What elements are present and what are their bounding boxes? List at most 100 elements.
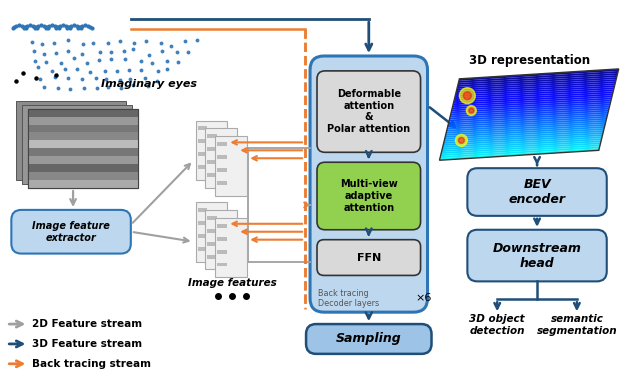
FancyBboxPatch shape [205, 128, 237, 188]
Text: Multi-view
adaptive
attention: Multi-view adaptive attention [340, 179, 397, 213]
Polygon shape [444, 128, 604, 140]
Polygon shape [451, 101, 611, 113]
Polygon shape [458, 73, 618, 85]
Polygon shape [456, 79, 616, 91]
Bar [207, 229, 218, 233]
Polygon shape [449, 112, 608, 124]
Text: Image feature
extractor: Image feature extractor [32, 221, 110, 243]
Bar [198, 234, 207, 238]
Polygon shape [443, 134, 603, 146]
FancyBboxPatch shape [317, 240, 420, 275]
Bar [198, 246, 207, 251]
Polygon shape [456, 83, 615, 95]
Bar [198, 152, 207, 156]
FancyBboxPatch shape [306, 324, 431, 354]
Bar [17, 101, 126, 180]
Text: Sampling: Sampling [336, 332, 402, 346]
Circle shape [469, 108, 474, 113]
Polygon shape [448, 113, 608, 126]
Bar [218, 142, 227, 146]
Text: 3D representation: 3D representation [468, 55, 589, 67]
Polygon shape [449, 108, 609, 120]
Polygon shape [442, 140, 601, 152]
Polygon shape [440, 144, 600, 156]
Bar [28, 109, 138, 188]
Polygon shape [441, 142, 601, 154]
Text: 2D Feature stream: 2D Feature stream [32, 319, 142, 329]
Polygon shape [452, 96, 612, 107]
Text: BEV
encoder: BEV encoder [509, 178, 566, 206]
FancyBboxPatch shape [216, 136, 247, 196]
Circle shape [467, 106, 476, 115]
Polygon shape [447, 120, 606, 132]
Polygon shape [444, 132, 604, 144]
Bar [28, 133, 138, 140]
Bar [28, 117, 138, 124]
Bar [198, 126, 207, 131]
Circle shape [460, 88, 476, 104]
Polygon shape [444, 130, 604, 142]
Bar [218, 181, 227, 185]
Text: FFN: FFN [356, 253, 381, 262]
Bar [207, 242, 218, 246]
Bar [198, 165, 207, 169]
Bar [28, 164, 138, 172]
FancyBboxPatch shape [216, 218, 247, 277]
Polygon shape [447, 118, 607, 130]
FancyBboxPatch shape [196, 202, 227, 262]
Text: Downstream
head: Downstream head [493, 241, 582, 269]
FancyBboxPatch shape [205, 210, 237, 269]
Bar [218, 168, 227, 172]
Circle shape [463, 92, 471, 100]
Polygon shape [458, 75, 617, 87]
Polygon shape [447, 116, 607, 128]
Bar [22, 105, 132, 184]
FancyBboxPatch shape [467, 168, 607, 216]
Text: 3D object
detection: 3D object detection [469, 314, 525, 336]
Bar [28, 140, 138, 148]
FancyBboxPatch shape [310, 56, 428, 312]
Bar [207, 216, 218, 220]
Bar [198, 221, 207, 225]
Bar [28, 148, 138, 156]
Polygon shape [440, 146, 600, 158]
Polygon shape [446, 122, 605, 134]
Polygon shape [442, 138, 602, 150]
Polygon shape [445, 124, 605, 136]
Bar [207, 160, 218, 164]
Text: ×6: ×6 [415, 293, 432, 303]
Polygon shape [457, 77, 617, 89]
Bar [28, 172, 138, 180]
Text: semantic
segmentation: semantic segmentation [536, 314, 617, 336]
Polygon shape [454, 87, 614, 99]
Bar [198, 139, 207, 144]
Polygon shape [458, 71, 618, 83]
Bar [218, 237, 227, 241]
Text: Imaginary eyes: Imaginary eyes [100, 79, 196, 89]
FancyBboxPatch shape [317, 71, 420, 152]
Polygon shape [451, 103, 610, 115]
Bar [28, 109, 138, 188]
Circle shape [456, 135, 467, 146]
Polygon shape [449, 110, 609, 122]
Circle shape [458, 137, 465, 144]
Bar [207, 173, 218, 177]
Polygon shape [440, 148, 599, 160]
Polygon shape [453, 91, 613, 103]
Bar [28, 180, 138, 188]
Polygon shape [454, 89, 614, 101]
Polygon shape [451, 99, 611, 112]
Text: 3D Feature stream: 3D Feature stream [32, 339, 142, 349]
Bar [207, 147, 218, 151]
Polygon shape [453, 93, 612, 105]
Polygon shape [456, 81, 616, 93]
Polygon shape [452, 98, 612, 109]
Bar [218, 155, 227, 159]
Bar [28, 124, 138, 133]
Bar [218, 224, 227, 228]
Bar [28, 156, 138, 164]
FancyBboxPatch shape [317, 162, 420, 230]
Bar [218, 250, 227, 254]
Bar [28, 109, 138, 188]
Polygon shape [450, 106, 610, 117]
